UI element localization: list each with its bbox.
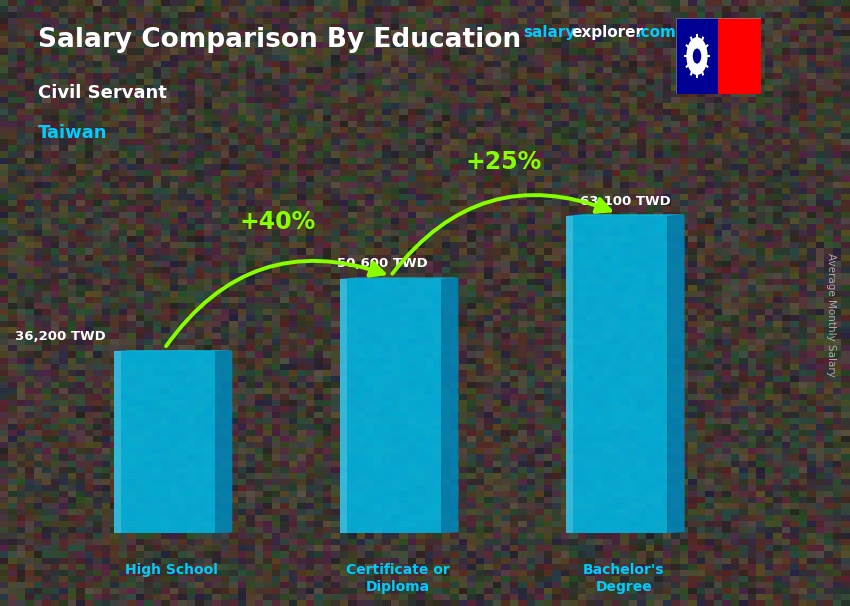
Polygon shape: [667, 215, 684, 533]
Circle shape: [693, 48, 701, 64]
Text: 50,600 TWD: 50,600 TWD: [337, 258, 428, 270]
Text: Salary Comparison By Education: Salary Comparison By Education: [38, 27, 521, 53]
Polygon shape: [215, 350, 232, 533]
Bar: [718, 18, 761, 94]
Polygon shape: [340, 279, 347, 533]
Text: Taiwan: Taiwan: [38, 124, 108, 142]
Text: Certificate or
Diploma: Certificate or Diploma: [346, 564, 450, 593]
Text: Average Monthly Salary: Average Monthly Salary: [826, 253, 836, 377]
Polygon shape: [441, 278, 458, 533]
Polygon shape: [114, 350, 232, 351]
Polygon shape: [566, 216, 573, 533]
Circle shape: [686, 37, 707, 75]
Text: +40%: +40%: [240, 210, 315, 235]
Polygon shape: [114, 351, 215, 533]
Text: .com: .com: [636, 25, 677, 41]
Text: explorer: explorer: [571, 25, 643, 41]
Bar: [676, 18, 718, 94]
Polygon shape: [340, 278, 458, 279]
Text: 36,200 TWD: 36,200 TWD: [14, 330, 105, 343]
Text: Civil Servant: Civil Servant: [38, 84, 167, 102]
Text: Bachelor's
Degree: Bachelor's Degree: [583, 564, 665, 593]
Polygon shape: [114, 351, 121, 533]
Text: 63,100 TWD: 63,100 TWD: [580, 195, 671, 208]
Text: salary: salary: [523, 25, 575, 41]
Polygon shape: [566, 216, 667, 533]
Polygon shape: [340, 279, 441, 533]
Text: High School: High School: [125, 564, 218, 578]
Polygon shape: [566, 215, 684, 216]
Text: +25%: +25%: [466, 150, 541, 174]
